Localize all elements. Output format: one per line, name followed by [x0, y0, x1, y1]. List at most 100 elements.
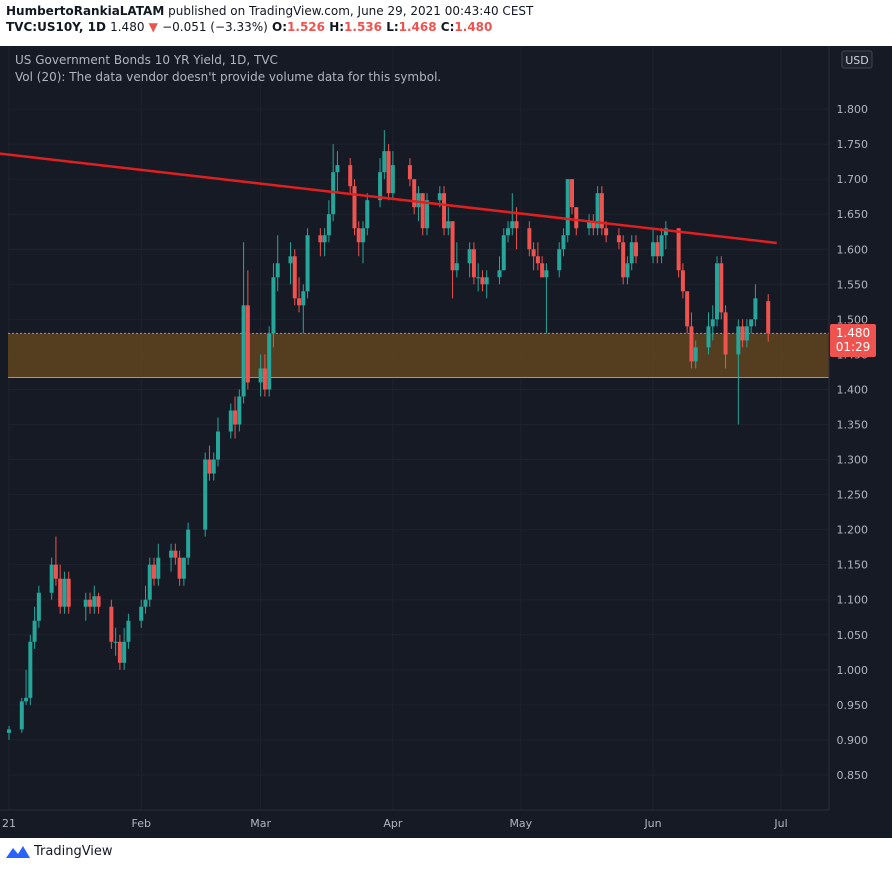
candle [177, 550, 182, 586]
candle [233, 396, 238, 439]
price-tag-countdown: 01:29 [836, 340, 871, 354]
candle-body [356, 228, 361, 243]
candle-body [680, 270, 685, 292]
candle-body [361, 228, 366, 243]
candle-body [348, 165, 353, 187]
x-tick-label: Jun [643, 817, 661, 830]
candle-body [629, 242, 634, 264]
candle-body [676, 228, 681, 271]
candle [7, 725, 11, 740]
close-value: 1.480 [454, 20, 493, 34]
candle-body [527, 228, 532, 250]
footer: TradingView [6, 844, 113, 859]
candle-body [288, 256, 293, 264]
candle [442, 186, 447, 236]
candlestick-chart[interactable]: 0.850 0.900 0.950 1.000 1.050 1.100 1.150 1.200… [0, 46, 892, 838]
open-label: O: [272, 20, 288, 34]
candle [348, 158, 353, 194]
candle [506, 221, 511, 243]
candle-body [450, 221, 455, 271]
candle-body [616, 235, 621, 243]
publish-line: HumbertoRankiaLATAM published on Trading… [6, 3, 533, 19]
candle-body [32, 620, 37, 642]
candle-body [267, 333, 272, 390]
candle [471, 242, 476, 285]
candle-body [416, 193, 421, 208]
candle [53, 536, 58, 586]
candle [574, 207, 579, 236]
candle-body [424, 200, 429, 229]
candle [497, 256, 502, 285]
candle [663, 221, 668, 250]
candle [258, 354, 263, 397]
candle [454, 242, 459, 278]
candle-body [710, 319, 715, 327]
candle-body [96, 596, 101, 607]
candle [676, 228, 681, 278]
candle [390, 151, 395, 201]
candle-body [92, 596, 97, 607]
candle [292, 249, 297, 306]
candle-body [437, 193, 442, 201]
candle-body [740, 326, 745, 341]
candle-body [233, 410, 238, 425]
legend-title[interactable]: US Government Bonds 10 YR Yield, 1D, TVC [15, 53, 278, 67]
candle-body [633, 242, 638, 257]
y-tick-label: 1.600 [837, 243, 869, 256]
candle-body [53, 564, 58, 579]
open-value: 1.526 [287, 20, 325, 34]
candle-body [322, 235, 327, 243]
price-axis[interactable]: 0.850 0.900 0.950 1.000 1.050 1.100 1.150 1.200… [828, 46, 869, 810]
candle [766, 294, 771, 342]
candle-body [386, 151, 391, 194]
candle-body [561, 235, 566, 250]
candle [361, 221, 366, 264]
candle-body [49, 564, 54, 593]
candle-body [36, 592, 41, 621]
candle [753, 284, 758, 327]
candle [420, 193, 425, 236]
tradingview-logo-icon [6, 845, 30, 858]
candle [297, 277, 302, 313]
author-name[interactable]: HumbertoRankiaLATAM [6, 4, 165, 18]
candle-body [753, 298, 758, 320]
candle [621, 235, 626, 285]
y-tick-label: 0.900 [837, 734, 869, 747]
candle [267, 326, 272, 397]
candle-body [117, 641, 122, 663]
time-axis[interactable]: 21 Feb Mar Apr May Jun Jul [0, 809, 829, 830]
candle-body [749, 319, 754, 327]
candle [616, 228, 621, 250]
candle [633, 235, 638, 264]
y-tick-label: 1.250 [837, 489, 869, 502]
candle [62, 571, 67, 614]
candle [66, 571, 71, 614]
candle [719, 256, 724, 320]
candle [109, 599, 114, 649]
candle-body [139, 606, 144, 621]
candle-body [365, 200, 370, 229]
trendline[interactable] [0, 152, 777, 245]
footer-brand[interactable]: TradingView [34, 844, 113, 859]
candle [156, 543, 161, 586]
candle-body [501, 235, 506, 271]
y-tick-label: 1.300 [837, 454, 869, 467]
chart-area[interactable]: 0.850 0.900 0.950 1.000 1.050 1.100 1.150 1.200… [0, 46, 892, 838]
candle [326, 200, 331, 243]
candle-body [301, 291, 306, 306]
candle [113, 627, 118, 656]
currency-box[interactable] [841, 50, 873, 69]
candle [561, 228, 566, 257]
trendline-segment[interactable] [0, 152, 777, 245]
last-price: 1.480 [110, 20, 145, 34]
candle-body [467, 249, 472, 264]
candle-body [715, 263, 720, 320]
chart-header: HumbertoRankiaLATAM published on Trading… [6, 3, 533, 35]
y-tick-label: 1.100 [837, 594, 869, 607]
candle [651, 228, 656, 264]
candle-body [625, 263, 630, 278]
candle-body [599, 193, 604, 229]
candle-body [497, 270, 502, 278]
candle [305, 228, 310, 299]
candle [24, 669, 29, 705]
